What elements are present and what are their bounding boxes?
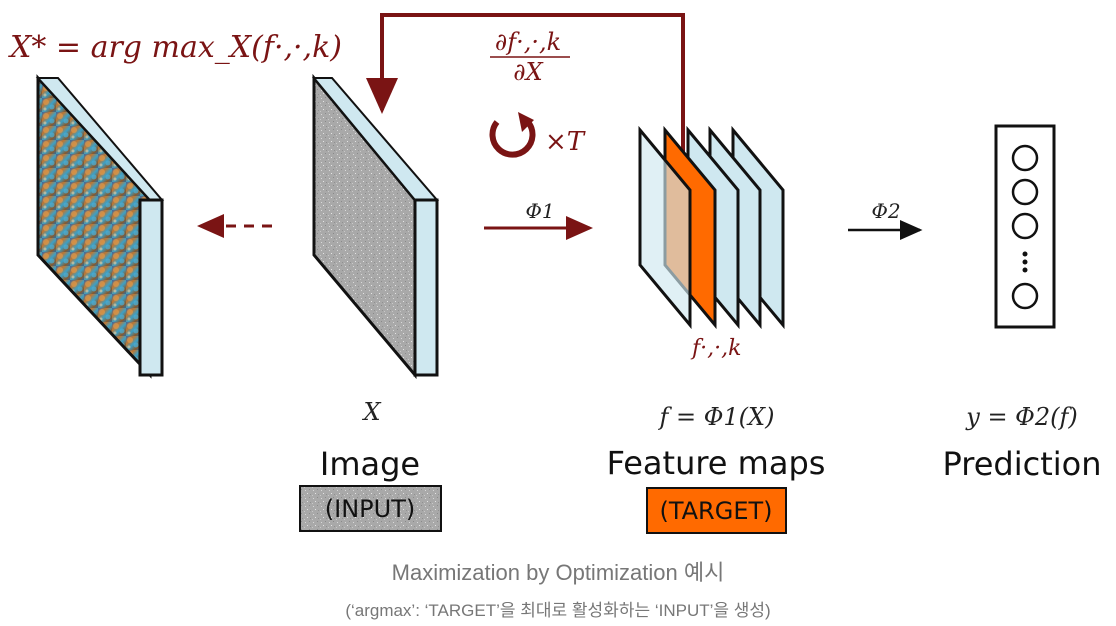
image-variable: X (361, 398, 381, 426)
caption-main: Maximization by Optimization 예시 (391, 560, 725, 585)
prediction-vector (994, 124, 1056, 329)
caption-sub: (‘argmax’: ‘TARGET’을 최대로 활성화하는 ‘INPUT’을 … (345, 601, 771, 620)
gradient-numerator: ∂f·,·,k (495, 28, 561, 56)
phi1-label: Φ1 (525, 199, 554, 223)
input-image (311, 73, 440, 380)
prediction-equation: y = Φ2(f) (965, 403, 1077, 431)
repeat-icon (489, 112, 536, 158)
target-tag-label: (TARGET) (659, 497, 772, 525)
gradient-denominator: ∂X (513, 58, 543, 86)
target-map-label: f·,·,k (690, 336, 741, 361)
phi2-label: Φ2 (871, 199, 900, 223)
prediction-title: Prediction (943, 445, 1102, 483)
result-image (35, 74, 165, 379)
image-title: Image (320, 445, 420, 483)
feature-title: Feature maps (607, 444, 826, 482)
feature-maps (638, 125, 785, 330)
input-tag: (INPUT) (299, 485, 442, 532)
feature-equation: f = Φ1(X) (657, 403, 774, 431)
argmax-formula: X* = arg max_X(f·,·,k) (8, 30, 342, 65)
gradient-feedback-arrow (366, 13, 685, 160)
input-tag-label: (INPUT) (325, 495, 415, 523)
repeat-count: ×T (545, 127, 586, 157)
target-tag: (TARGET) (646, 487, 787, 534)
